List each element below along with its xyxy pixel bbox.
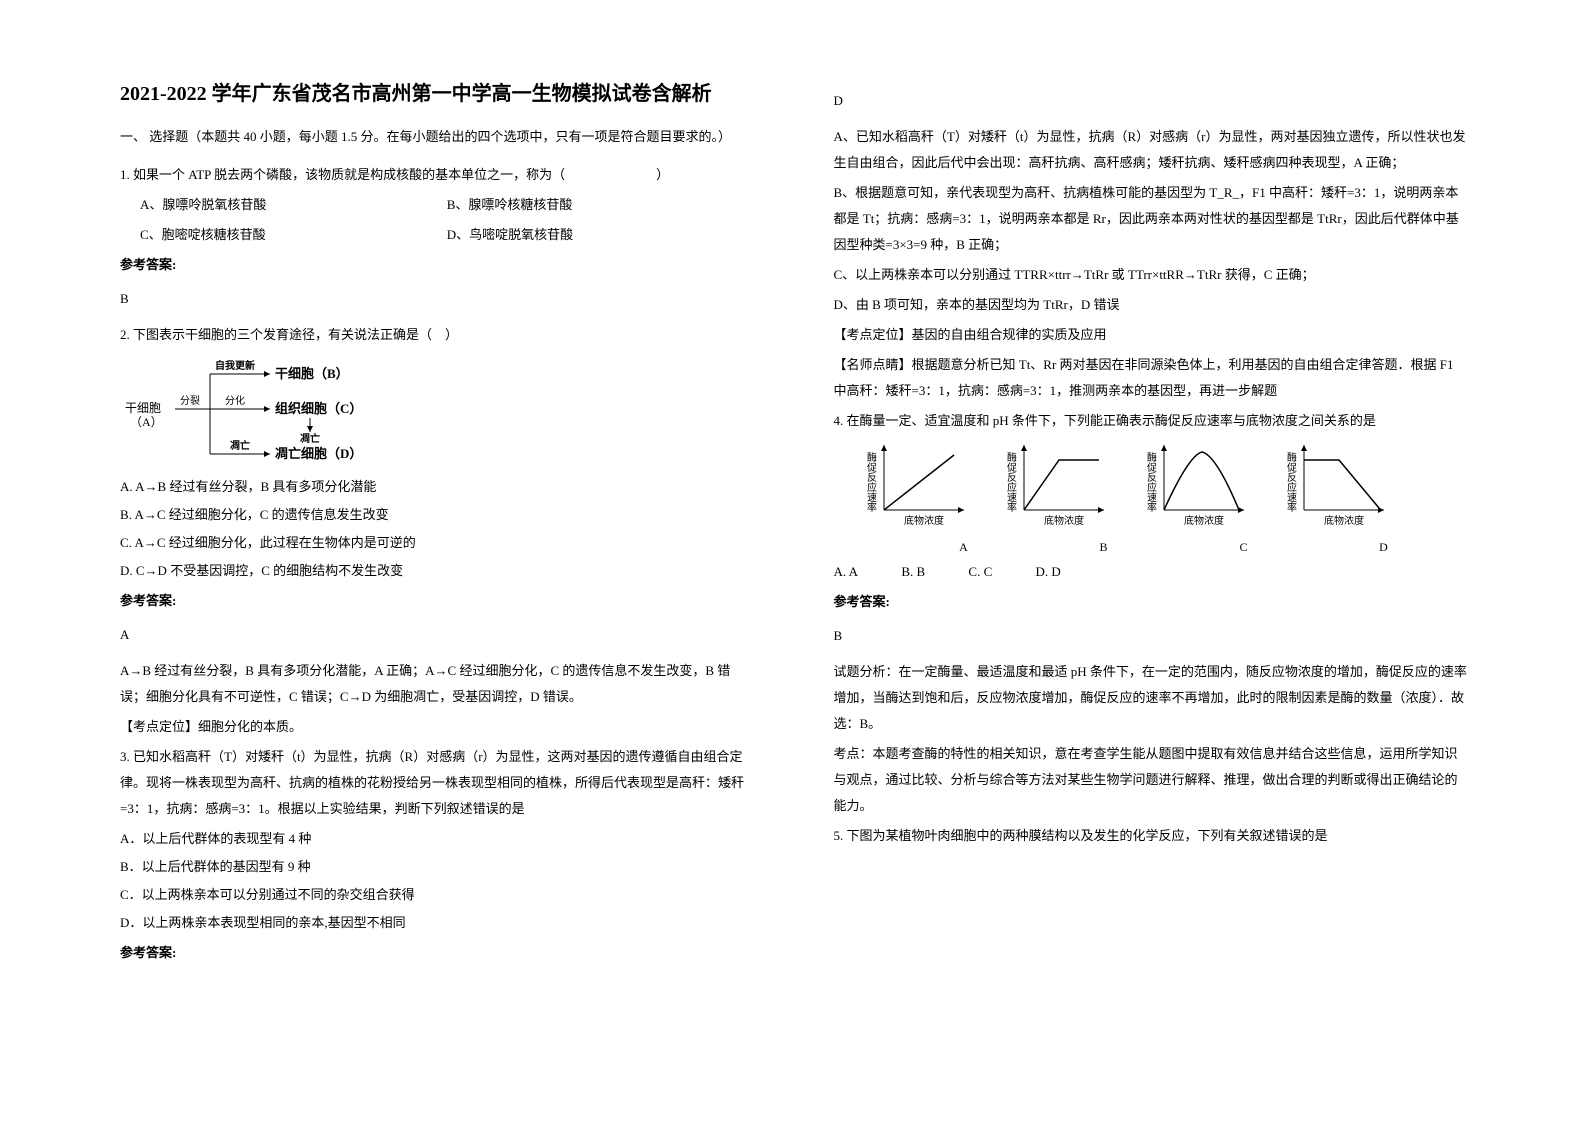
q4-expl1: 试题分析：在一定酶量、最适温度和最适 pH 条件下，在一定的范围内，随反应物浓度… xyxy=(834,659,1468,737)
q3-expl-a: A、已知水稻高秆（T）对矮秆（t）为显性，抗病（R）对感病（r）为显性，两对基因… xyxy=(834,124,1468,176)
q3-opt-a: A．以上后代群体的表现型有 4 种 xyxy=(120,826,754,852)
curve-c xyxy=(1164,452,1239,510)
x-axis-label: 底物浓度 xyxy=(1044,514,1084,527)
q4-answer: B xyxy=(834,623,1468,649)
q4-mc-c: C. C xyxy=(968,564,992,579)
arrowhead-icon xyxy=(1161,445,1167,451)
q2-answer: A xyxy=(120,622,754,648)
y-axis-label: 酶促反应速率 xyxy=(1144,451,1156,513)
q2-opt-a: A. A→B 经过有丝分裂，B 具有多项分化潜能 xyxy=(120,474,754,500)
q3-expl-f: 【名师点睛】根据题意分析已知 Tt、Rr 两对基因在非同源染色体上，利用基因的自… xyxy=(834,352,1468,404)
q2-opt-b: B. A→C 经过细胞分化，C 的遗传信息发生改变 xyxy=(120,502,754,528)
q2-options: A. A→B 经过有丝分裂，B 具有多项分化潜能 B. A→C 经过细胞分化，C… xyxy=(120,474,754,584)
diag-mid-node: 组织细胞（C） xyxy=(275,401,362,416)
q4-mc-b: B. B xyxy=(901,564,925,579)
q1-stem: 1. 如果一个 ATP 脱去两个磷酸，该物质就是构成核酸的基本单位之一，称为（ … xyxy=(120,162,754,188)
arrowhead-icon xyxy=(881,445,887,451)
q1-opt-b: B、腺嘌呤核糖核苷酸 xyxy=(447,192,754,218)
arrowhead-icon xyxy=(1301,445,1307,451)
diag-bot-node: 凋亡细胞（D） xyxy=(275,446,362,461)
chart-b: 酶促反应速率 底物浓度 xyxy=(1004,440,1114,534)
q4-mc-d: D. D xyxy=(1036,564,1061,579)
chart-label-b: B xyxy=(1034,540,1174,555)
y-axis-label: 酶促反应速率 xyxy=(1004,451,1016,513)
q3-options: A．以上后代群体的表现型有 4 种 B．以上后代群体的基因型有 9 种 C．以上… xyxy=(120,826,754,936)
q3-stem: 3. 已知水稻高秆（T）对矮秆（t）为显性，抗病（R）对感病（r）为显性，这两对… xyxy=(120,744,754,822)
arrowhead-icon xyxy=(307,426,313,432)
x-axis-label: 底物浓度 xyxy=(1324,514,1364,527)
diag-top-arrow-label: 自我更新 xyxy=(215,359,255,372)
q1-opt-c: C、胞嘧啶核糖核苷酸 xyxy=(140,222,447,248)
curve-d xyxy=(1304,460,1379,508)
chart-label-a: A xyxy=(894,540,1034,555)
q1-answer-label: 参考答案: xyxy=(120,252,754,278)
diag-left-label2: （A） xyxy=(130,415,163,429)
arrowhead-icon xyxy=(264,406,270,412)
q3-opt-c: C．以上两株亲本可以分别通过不同的杂交组合获得 xyxy=(120,882,754,908)
q2-opt-c: C. A→C 经过细胞分化，此过程在生物体内是可逆的 xyxy=(120,530,754,556)
diag-bot-arrow-label: 凋亡 xyxy=(230,439,250,452)
diag-left-label: 干细胞 xyxy=(125,401,161,415)
q4-stem: 4. 在酶量一定、适宜温度和 pH 条件下，下列能正确表示酶促反应速率与底物浓度… xyxy=(834,408,1468,434)
curve-b xyxy=(1024,460,1099,510)
q3-expl-c: C、以上两株亲本可以分别通过 TTRR×ttrr→TtRr 或 TTrr×ttR… xyxy=(834,262,1468,288)
q2-expl2: 【考点定位】细胞分化的本质。 xyxy=(120,714,754,740)
q2-expl1: A→B 经过有丝分裂，B 具有多项分化潜能，A 正确；A→C 经过细胞分化，C … xyxy=(120,658,754,710)
x-axis-label: 底物浓度 xyxy=(1184,514,1224,527)
diag-mid-arrow-label: 分化 xyxy=(225,394,245,407)
chart-a: 酶促反应速率 底物浓度 xyxy=(864,440,974,534)
q3-opt-b: B．以上后代群体的基因型有 9 种 xyxy=(120,854,754,880)
q4-chart-labels: A B C D xyxy=(894,540,1468,555)
y-axis-label: 酶促反应速率 xyxy=(1284,451,1296,513)
q4-mc-options: A. A B. B C. C D. D xyxy=(834,559,1468,585)
chart-label-d: D xyxy=(1314,540,1454,555)
curve-a xyxy=(884,455,954,510)
arrowhead-icon xyxy=(1098,507,1104,513)
q3-answer: D xyxy=(834,88,1468,114)
x-axis-label: 底物浓度 xyxy=(904,514,944,527)
q3-expl-d: D、由 B 项可知，亲本的基因型均为 TtRr，D 错误 xyxy=(834,292,1468,318)
arrowhead-icon xyxy=(264,451,270,457)
chart-d: 酶促反应速率 底物浓度 xyxy=(1284,440,1394,534)
arrowhead-icon xyxy=(1021,445,1027,451)
q1-answer: B xyxy=(120,286,754,312)
q2-answer-label: 参考答案: xyxy=(120,588,754,614)
q5-stem: 5. 下图为某植物叶肉细胞中的两种膜结构以及发生的化学反应，下列有关叙述错误的是 xyxy=(834,823,1468,849)
section-header: 一、 选择题（本题共 40 小题，每小题 1.5 分。在每小题给出的四个选项中，… xyxy=(120,126,754,148)
q3-answer-label: 参考答案: xyxy=(120,940,754,966)
diag-cd-label: 凋亡 xyxy=(300,432,320,445)
q3-opt-d: D．以上两株亲本表现型相同的亲本,基因型不相同 xyxy=(120,910,754,936)
exam-title: 2021-2022 学年广东省茂名市高州第一中学高一生物模拟试卷含解析 xyxy=(120,80,754,108)
q1-options-row1: A、腺嘌呤脱氧核苷酸 B、腺嘌呤核糖核苷酸 xyxy=(140,192,754,218)
q4-answer-label: 参考答案: xyxy=(834,589,1468,615)
arrowhead-icon xyxy=(958,507,964,513)
chart-c: 酶促反应速率 底物浓度 xyxy=(1144,440,1254,534)
q1-options-row2: C、胞嘧啶核糖核苷酸 D、鸟嘧啶脱氧核苷酸 xyxy=(140,222,754,248)
diag-top-node: 干细胞（B） xyxy=(275,366,349,381)
q3-expl-b: B、根据题意可知，亲代表现型为高秆、抗病植株可能的基因型为 T_R_，F1 中高… xyxy=(834,180,1468,258)
q2-opt-d: D. C→D 不受基因调控，C 的细胞结构不发生改变 xyxy=(120,558,754,584)
arrowhead-icon xyxy=(264,371,270,377)
q4-charts: 酶促反应速率 底物浓度 酶促反应速率 底物浓度 酶促反应速率 xyxy=(864,440,1468,534)
chart-label-c: C xyxy=(1174,540,1314,555)
q2-stem: 2. 下图表示干细胞的三个发育途径，有关说法正确是（ ） xyxy=(120,322,754,348)
q4-mc-a: A. A xyxy=(834,564,859,579)
q1-opt-a: A、腺嘌呤脱氧核苷酸 xyxy=(140,192,447,218)
q3-expl-e: 【考点定位】基因的自由组合规律的实质及应用 xyxy=(834,322,1468,348)
q2-diagram: 干细胞 （A） 分裂 自我更新 干细胞（B） 分化 组织细胞（C） 凋亡 凋亡 … xyxy=(120,354,754,468)
q1-opt-d: D、鸟嘧啶脱氧核苷酸 xyxy=(447,222,754,248)
y-axis-label: 酶促反应速率 xyxy=(864,451,876,513)
diag-split-label: 分裂 xyxy=(180,394,200,407)
q4-expl2: 考点：本题考查酶的特性的相关知识，意在考查学生能从题图中提取有效信息并结合这些信… xyxy=(834,741,1468,819)
